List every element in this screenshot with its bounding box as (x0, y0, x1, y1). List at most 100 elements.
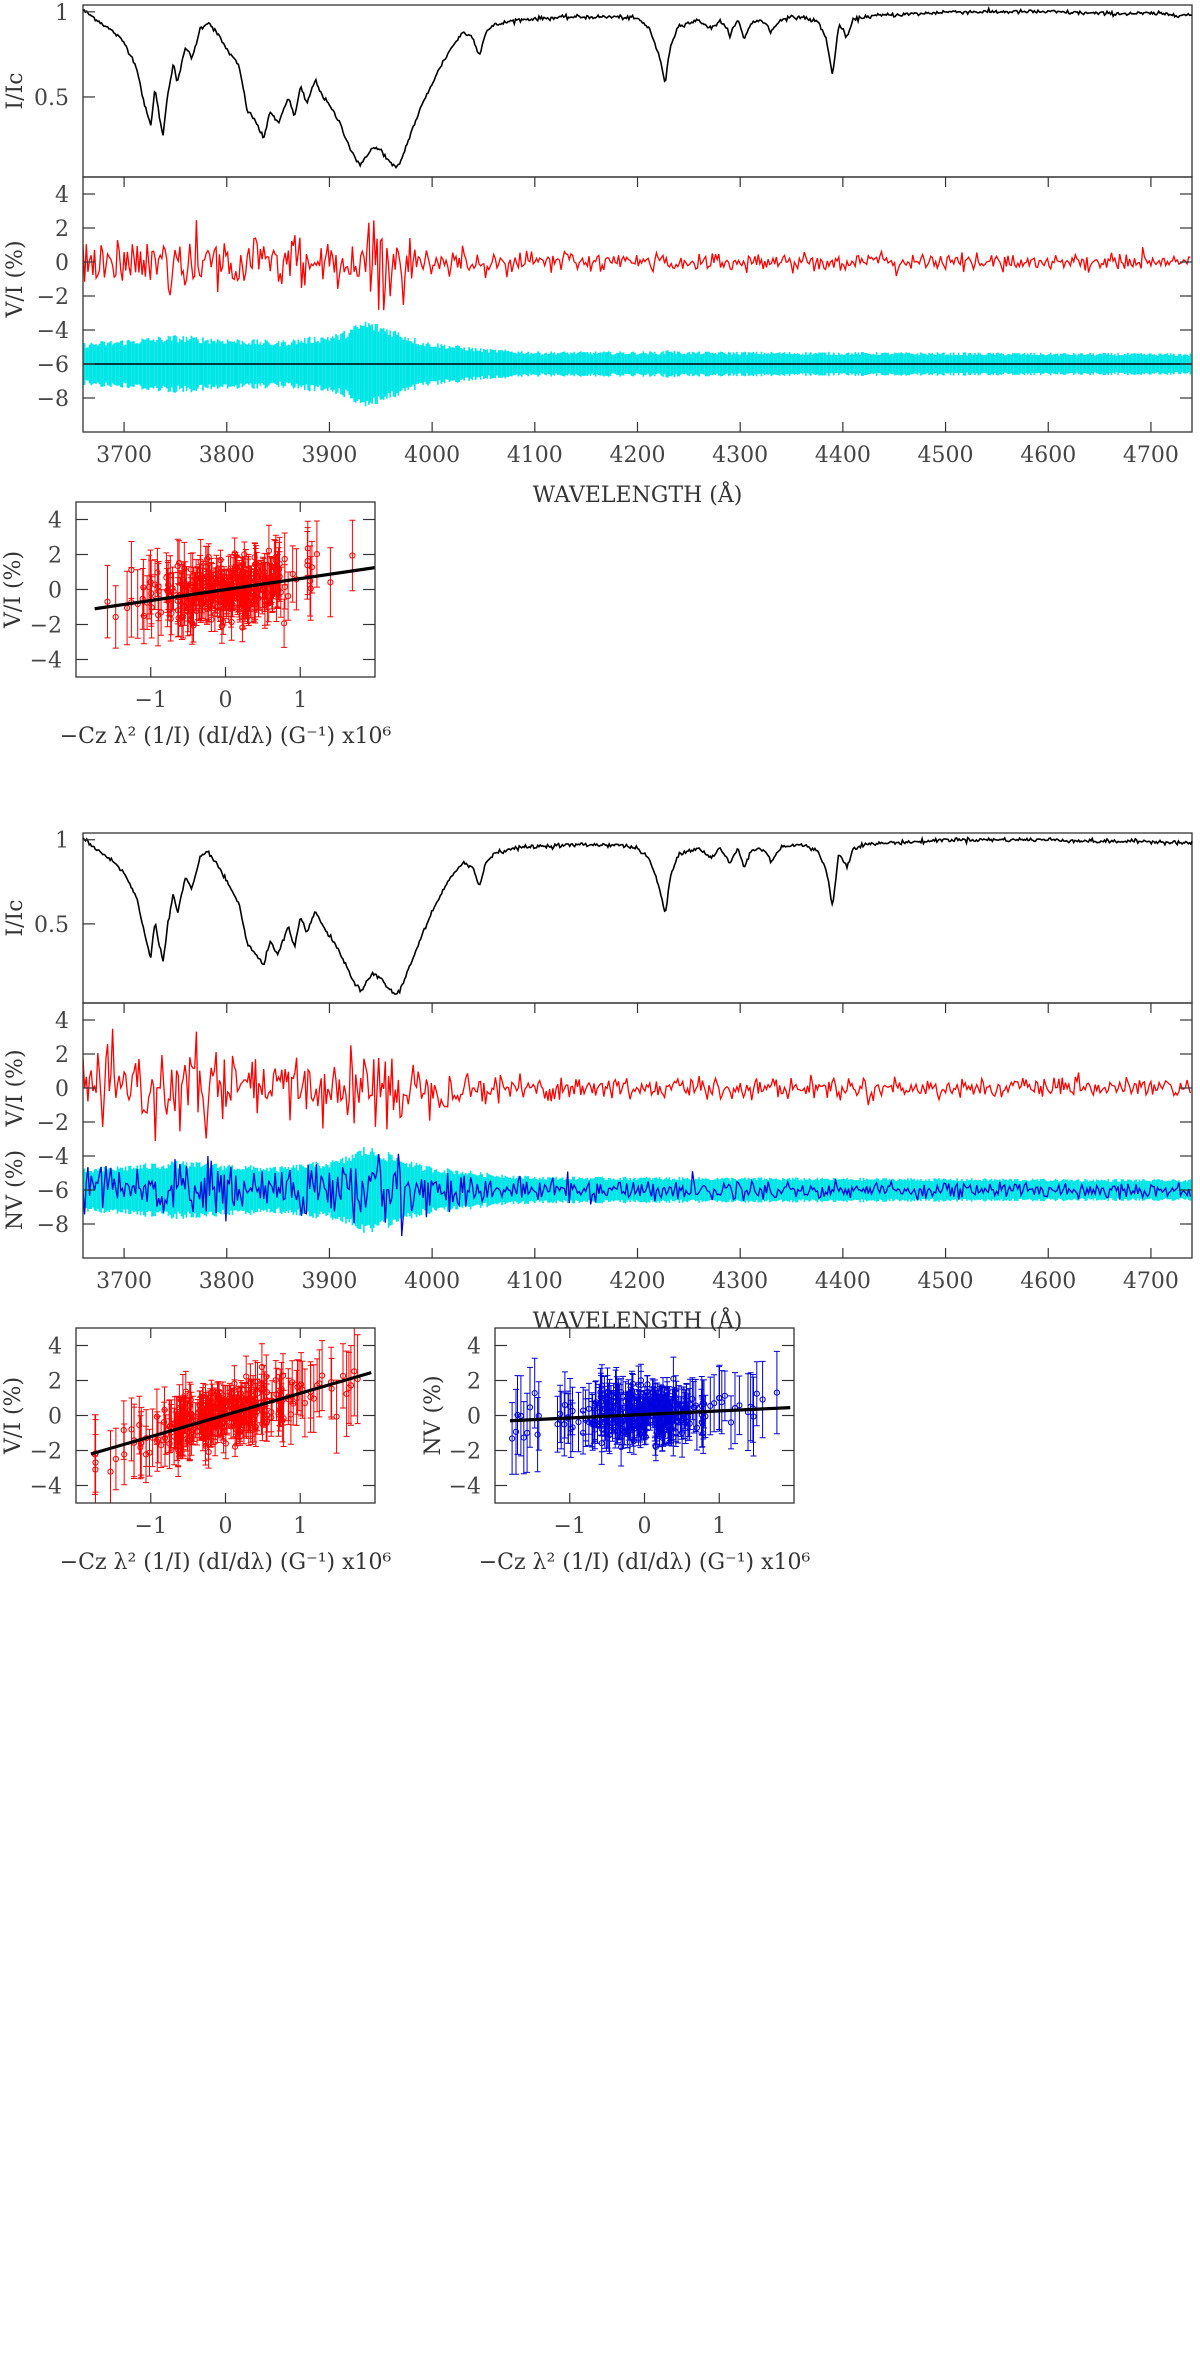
obs1_stokesV-xtick-label: 4700 (1123, 443, 1179, 468)
obs2_regression_V: −1 0 1 −4 −2 0 2 4 −Cz λ² (1/I) (dI/dλ) (G⁻¹) x1… (1, 1327, 391, 1575)
obs1_intensity: 0.5 1 I/Ic (3, 1, 1193, 178)
obs1_intensity-frame (82, 4, 1193, 178)
obs1_stokesV-ytick-label: −8 (37, 387, 69, 412)
obs2_regression_null: −1 0 1 −4 −2 0 2 4 −Cz λ² (1/I) (dI/dλ) (G⁻¹) x1… (421, 1327, 811, 1575)
obs2_regression_null-fit-line (509, 1406, 791, 1423)
obs2_regression_V-fit-line (90, 1371, 372, 1456)
obs2_stokesV_null-xtick-label: 4200 (610, 1269, 666, 1294)
obs2_stokesV_null-ylabel-top: V/I (%) (3, 1049, 28, 1127)
obs2_regression_null-ytick-label: 4 (467, 1335, 481, 1360)
obs2_intensity-ytick-label: 1 (55, 829, 69, 854)
obs1_intensity-ylabel: I/Ic (3, 72, 28, 109)
obs2_stokesV_null-ytick-label: 0 (55, 1077, 69, 1102)
obs1_stokesV-series-0 (83, 220, 1191, 311)
obs2_regression_null-xtick-label: 0 (638, 1514, 652, 1539)
obs2_intensity-ytick-label: 0.5 (34, 913, 69, 938)
obs2_stokesV_null: 3700 3800 3900 4000 4100 4200 4300 4400 4500 4600… (3, 1002, 1193, 1334)
obs2_regression_null-xlabel: −Cz λ² (1/I) (dI/dλ) (G⁻¹) x10⁶ (479, 1550, 811, 1575)
obs2_stokesV_null-xtick-label: 4500 (918, 1269, 974, 1294)
obs2_stokesV_null-ytick-label: −6 (37, 1179, 69, 1204)
obs1_stokesV-xtick-label: 4000 (404, 443, 460, 468)
obs1_stokesV-xtick-label: 4400 (815, 443, 871, 468)
obs1_regression: −1 0 1 −4 −2 0 2 4 −Cz λ² (1/I) (dI/dλ) (G⁻¹) x1… (1, 501, 392, 749)
obs1_regression-ytick-label: −2 (30, 614, 62, 639)
obs2_stokesV_null-ytick-label: −8 (37, 1213, 69, 1238)
obs1_regression-xtick-label: 0 (219, 688, 233, 713)
obs2_regression_V-error-bars (92, 1328, 361, 1503)
obs2_stokesV_null-xtick-label: 3700 (96, 1269, 152, 1294)
obs2_regression_V-ytick-label: −2 (30, 1440, 62, 1465)
obs2_regression_V-xtick-label: 1 (293, 1514, 307, 1539)
obs1_regression-ytick-label: 2 (48, 544, 62, 569)
obs2_regression_null-ylabel: NV (%) (421, 1375, 446, 1455)
obs2_regression_null-ytick-label: 0 (467, 1405, 481, 1430)
obs2_intensity-frame (82, 832, 1193, 1004)
obs2_intensity: 0.5 1 I/Ic (3, 829, 1193, 1004)
obs1_stokesV: 3700 3800 3900 4000 4100 4200 4300 4400 4500 4600… (3, 176, 1193, 508)
obs1_regression-ytick-label: 4 (48, 509, 62, 534)
obs1_stokesV-xtick-label: 4200 (610, 443, 666, 468)
obs1_stokesV-ytick-label: 0 (55, 251, 69, 276)
obs2_intensity-line (82, 835, 1193, 995)
obs2_regression_null-xtick-label: −1 (554, 1514, 586, 1539)
obs2_regression_null-ytick-label: −2 (449, 1440, 481, 1465)
obs2_stokesV_null-series-2 (83, 1153, 1192, 1237)
obs2_stokesV_null-ytick-label: −2 (37, 1111, 69, 1136)
obs1_regression-error-bars (104, 519, 356, 649)
obs1_stokesV-xtick-label: 4300 (712, 443, 768, 468)
obs2_stokesV_null-ytick-label: 2 (55, 1043, 69, 1068)
obs2_regression_V-xtick-label: 0 (219, 1514, 233, 1539)
obs1_regression-xlabel: −Cz λ² (1/I) (dI/dλ) (G⁻¹) x10⁶ (60, 724, 392, 749)
obs1_intensity-ytick-label: 0.5 (34, 86, 69, 111)
obs1_stokesV-ytick-label: −6 (37, 353, 69, 378)
obs2_stokesV_null-series-0 (83, 1028, 1192, 1142)
obs1_regression-ytick-label: −4 (30, 649, 62, 674)
obs1_stokesV-ytick-label: −4 (37, 319, 69, 344)
obs1_regression-xtick-label: 1 (293, 688, 307, 713)
obs1_stokesV-xtick-label: 4100 (507, 443, 563, 468)
obs1_stokesV-frame (82, 176, 1193, 433)
obs2_regression_null-ytick-label: 2 (467, 1370, 481, 1395)
obs2_regression_V-ylabel: V/I (%) (1, 1377, 26, 1455)
obs2_stokesV_null-plot-area (83, 1028, 1192, 1237)
obs2_regression_null-plot-area (508, 1350, 791, 1475)
obs2_regression_V-ytick-label: 4 (48, 1335, 62, 1360)
obs1_stokesV-ytick-label: 4 (55, 183, 69, 208)
obs2_regression_V-ytick-label: 2 (48, 1370, 62, 1395)
obs2_regression_V-plot-area (90, 1328, 372, 1503)
obs2_stokesV_null-ytick-label: −4 (37, 1145, 69, 1170)
obs1_intensity-ytick-label: 1 (55, 1, 69, 26)
obs2_intensity-ylabel: I/Ic (3, 899, 28, 936)
obs1_regression-ytick-label: 0 (48, 579, 62, 604)
obs2_stokesV_null-xtick-label: 4600 (1020, 1269, 1076, 1294)
obs2_stokesV_null-xtick-label: 3900 (301, 1269, 357, 1294)
obs2_stokesV_null-xtick-label: 4300 (712, 1269, 768, 1294)
obs2_stokesV_null-xtick-label: 4400 (815, 1269, 871, 1294)
obs1_regression-fit-line (94, 566, 375, 611)
obs1_stokesV-plot-area (83, 220, 1192, 407)
obs1_stokesV-xtick-label: 3700 (96, 443, 152, 468)
obs1_stokesV-ytick-label: −2 (37, 285, 69, 310)
obs2_stokesV_null-ytick-label: 4 (55, 1009, 69, 1034)
obs2_stokesV_null-xtick-label: 4100 (507, 1269, 563, 1294)
obs2_stokesV_null-xlabel: WAVELENGTH (Å) (533, 1306, 743, 1334)
obs1_stokesV-ylabel: V/I (%) (3, 240, 28, 318)
obs2_stokesV_null-xtick-label: 4700 (1123, 1269, 1179, 1294)
obs1_stokesV-xtick-label: 4600 (1020, 443, 1076, 468)
obs1_stokesV-xlabel: WAVELENGTH (Å) (533, 480, 743, 508)
obs1_stokesV-xtick-label: 3800 (199, 443, 255, 468)
obs2_stokesV_null-xtick-label: 4000 (404, 1269, 460, 1294)
obs1_intensity-line (82, 5, 1193, 169)
obs2_regression_V-ytick-label: −4 (30, 1475, 62, 1500)
obs1_regression-plot-area (94, 519, 375, 649)
obs2_regression_null-xtick-label: 1 (712, 1514, 726, 1539)
obs2_regression_null-ytick-label: −4 (449, 1475, 481, 1500)
obs1_stokesV-xtick-label: 3900 (301, 443, 357, 468)
obs1_stokesV-xtick-label: 4500 (918, 443, 974, 468)
obs1_regression-ylabel: V/I (%) (1, 551, 26, 629)
obs1_regression-xtick-label: −1 (135, 688, 167, 713)
obs2_regression_V-xtick-label: −1 (135, 1514, 167, 1539)
obs2_stokesV_null-ylabel-bottom: NV (%) (3, 1150, 28, 1230)
obs1_stokesV-ytick-label: 2 (55, 217, 69, 242)
